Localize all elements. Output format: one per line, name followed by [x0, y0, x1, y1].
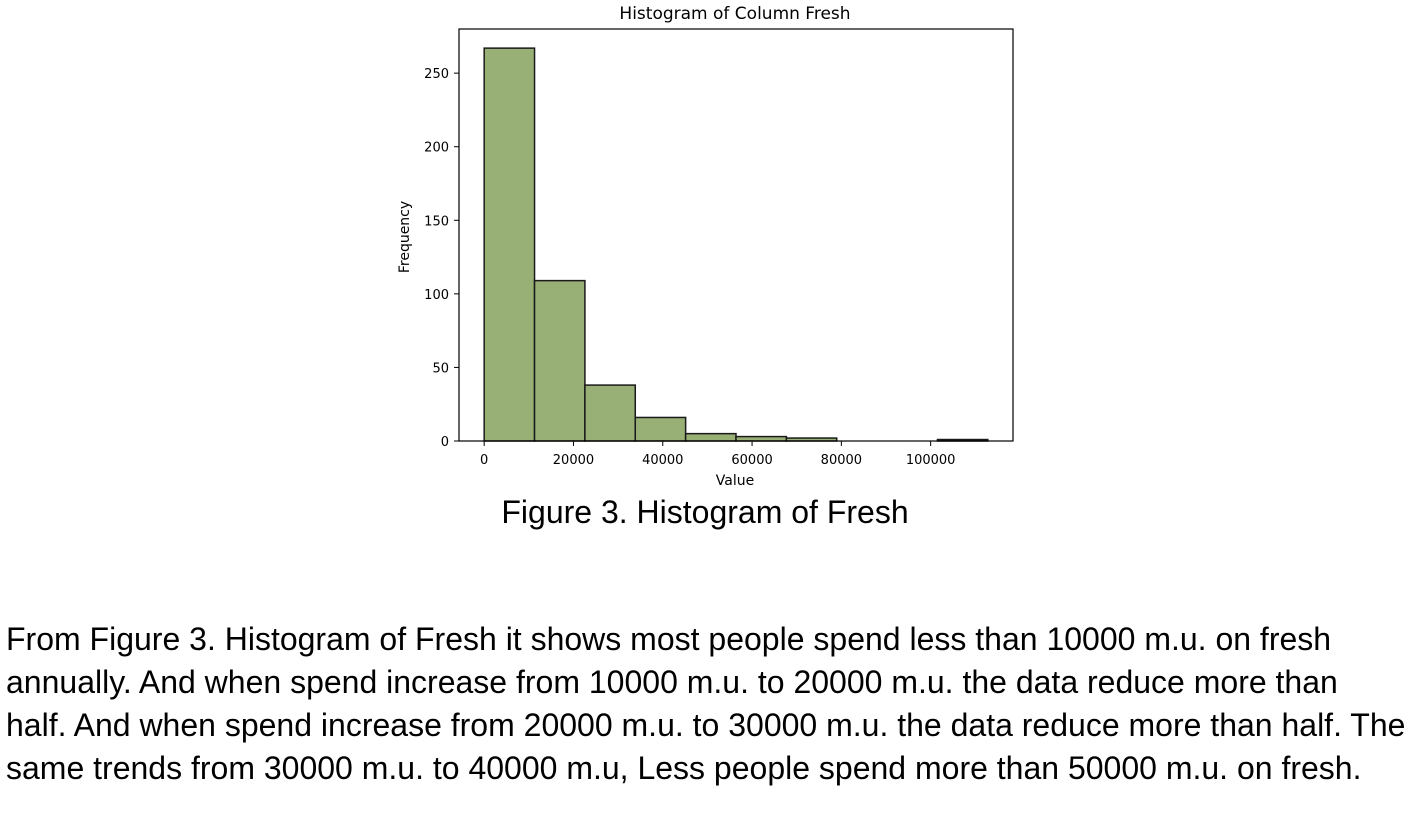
histogram-chart: Histogram of Column Fresh 0 20000 40000 600… [397, 4, 1014, 489]
y-tick-label: 100 [424, 288, 449, 303]
x-tick-label: 40000 [642, 453, 683, 468]
y-tick-label: 50 [432, 361, 449, 376]
x-tick-label: 20000 [553, 453, 594, 468]
y-tick-label: 250 [424, 67, 449, 82]
y-axis-label: Frequency [397, 201, 413, 273]
plot-frame [458, 28, 1014, 442]
histogram-bar [533, 279, 586, 442]
histogram-bar [584, 384, 637, 442]
x-tick-label: 80000 [821, 453, 862, 468]
figure-caption: Figure 3. Histogram of Fresh [501, 494, 909, 530]
histogram-bar [735, 435, 788, 442]
y-tick-label: 200 [424, 141, 449, 156]
histogram-bar [684, 432, 737, 442]
y-tick-label: 0 [441, 435, 449, 450]
histogram-bar [483, 47, 536, 442]
y-axis-ticks: 0 50 100 150 200 250 [424, 67, 459, 450]
histogram-bar [634, 416, 687, 442]
chart-title: Histogram of Column Fresh [619, 4, 850, 24]
x-axis-label: Value [716, 473, 754, 489]
y-tick-label: 150 [424, 214, 449, 229]
body-paragraph: From Figure 3. Histogram of Fresh it sho… [6, 621, 1406, 786]
x-tick-label: 100000 [906, 453, 956, 468]
x-axis-ticks: 0 20000 40000 60000 80000 100000 [480, 441, 955, 468]
x-tick-label: 60000 [731, 453, 772, 468]
bars-group [483, 47, 989, 442]
x-tick-label: 0 [480, 453, 488, 468]
